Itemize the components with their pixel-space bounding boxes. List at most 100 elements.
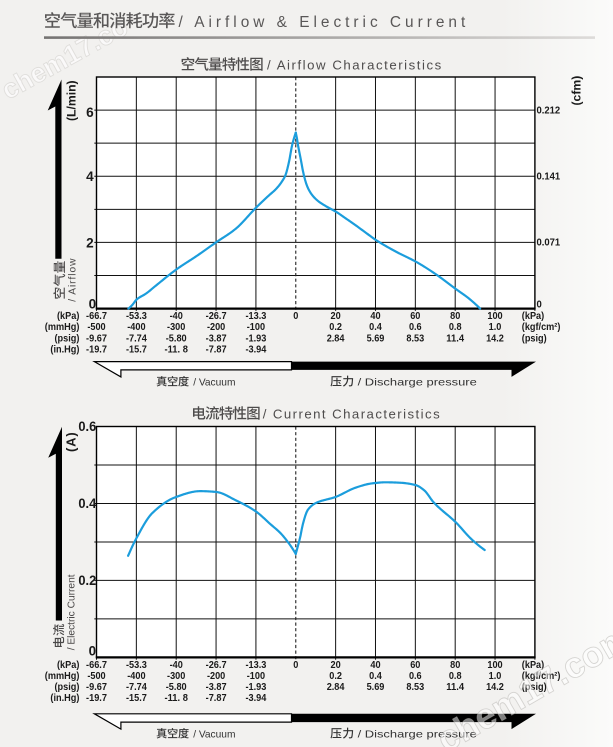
- svg-text:(kgf/cm²): (kgf/cm²): [522, 322, 561, 333]
- svg-text:0.2: 0.2: [78, 573, 96, 588]
- svg-text:0.8: 0.8: [449, 671, 462, 682]
- svg-text:5.69: 5.69: [367, 682, 385, 693]
- svg-text:0.6: 0.6: [409, 671, 422, 682]
- svg-text:-100: -100: [247, 671, 265, 682]
- svg-text:-1.93: -1.93: [245, 333, 266, 344]
- svg-text:-7.74: -7.74: [126, 333, 147, 344]
- svg-text:(kgf/cm²): (kgf/cm²): [522, 671, 561, 682]
- svg-text:/ Airflow: / Airflow: [67, 258, 78, 302]
- svg-text:/ Vacuum: / Vacuum: [193, 378, 235, 389]
- svg-text:-66.7: -66.7: [86, 311, 107, 322]
- svg-text:0.2: 0.2: [329, 671, 342, 682]
- svg-text:-15.7: -15.7: [126, 344, 147, 355]
- svg-text:/ Discharge pressure: / Discharge pressure: [358, 378, 478, 389]
- svg-text:-66.7: -66.7: [86, 660, 107, 671]
- svg-text:(kPa): (kPa): [522, 311, 544, 322]
- svg-text:-9.67: -9.67: [86, 333, 107, 344]
- svg-text:(kPa): (kPa): [57, 311, 79, 322]
- svg-text:80: 80: [450, 660, 460, 671]
- svg-text:60: 60: [410, 311, 420, 322]
- svg-text:(kPa): (kPa): [57, 660, 79, 671]
- svg-text:2.84: 2.84: [327, 682, 345, 693]
- svg-text:14.2: 14.2: [486, 682, 504, 693]
- svg-text:-5.80: -5.80: [166, 682, 187, 693]
- svg-text:-53.3: -53.3: [126, 660, 147, 671]
- svg-text:(psig): (psig): [522, 333, 547, 344]
- svg-text:-5.80: -5.80: [166, 333, 187, 344]
- svg-text:20: 20: [331, 660, 341, 671]
- svg-text:-9.67: -9.67: [86, 682, 107, 693]
- svg-text:6: 6: [86, 105, 94, 120]
- svg-text:/ Airflow & Electric Current: / Airflow & Electric Current: [179, 14, 470, 31]
- svg-text:60: 60: [410, 660, 420, 671]
- svg-text:0.8: 0.8: [449, 322, 462, 333]
- svg-text:(A): (A): [63, 432, 78, 452]
- svg-text:-7.87: -7.87: [206, 344, 227, 355]
- svg-text:-13.3: -13.3: [245, 660, 266, 671]
- svg-text:(cfm): (cfm): [570, 76, 584, 106]
- svg-text:8.53: 8.53: [406, 333, 424, 344]
- svg-text:0.6: 0.6: [409, 322, 422, 333]
- svg-text:(L/min): (L/min): [64, 80, 78, 121]
- svg-text:-500: -500: [87, 671, 105, 682]
- svg-text:40: 40: [370, 660, 380, 671]
- svg-text:-300: -300: [167, 322, 185, 333]
- svg-text:(psig): (psig): [55, 682, 80, 693]
- svg-text:/ Electric Current: / Electric Current: [67, 574, 78, 650]
- svg-text:2: 2: [86, 236, 94, 251]
- svg-text:-3.87: -3.87: [206, 333, 227, 344]
- svg-text:1.0: 1.0: [489, 322, 502, 333]
- svg-text:(kPa): (kPa): [522, 660, 544, 671]
- svg-text:-7.74: -7.74: [126, 682, 147, 693]
- svg-text:(psig): (psig): [522, 682, 547, 693]
- svg-text:-13.3: -13.3: [245, 311, 266, 322]
- svg-text:/ Discharge pressure: / Discharge pressure: [358, 730, 478, 741]
- svg-text:0: 0: [293, 660, 298, 671]
- svg-text:14.2: 14.2: [486, 333, 504, 344]
- svg-text:-40: -40: [170, 311, 183, 322]
- svg-text:0: 0: [89, 296, 97, 311]
- svg-text:-400: -400: [127, 671, 145, 682]
- svg-text:-3.87: -3.87: [206, 682, 227, 693]
- svg-text:-100: -100: [247, 322, 265, 333]
- svg-text:0.4: 0.4: [369, 322, 382, 333]
- svg-text:0.071: 0.071: [537, 238, 561, 249]
- svg-text:-1.93: -1.93: [245, 682, 266, 693]
- svg-text:40: 40: [370, 311, 380, 322]
- svg-text:-3.94: -3.94: [245, 693, 266, 704]
- svg-text:-400: -400: [127, 322, 145, 333]
- svg-text:-26.7: -26.7: [206, 311, 227, 322]
- svg-text:(in.Hg): (in.Hg): [50, 693, 79, 704]
- svg-text:0.212: 0.212: [537, 105, 561, 116]
- svg-text:100: 100: [487, 660, 502, 671]
- svg-text:/ Airflow Characteristics: / Airflow Characteristics: [267, 58, 443, 73]
- svg-text:-26.7: -26.7: [206, 660, 227, 671]
- svg-text:11.4: 11.4: [446, 333, 464, 344]
- svg-text:-40: -40: [170, 660, 183, 671]
- svg-text:0.6: 0.6: [78, 419, 96, 434]
- svg-text:0: 0: [89, 643, 96, 658]
- svg-text:-11. 8: -11. 8: [165, 344, 189, 355]
- svg-text:-200: -200: [207, 322, 225, 333]
- svg-text:/ Vacuum: / Vacuum: [193, 730, 235, 741]
- svg-text:0: 0: [293, 311, 298, 322]
- svg-text:-19.7: -19.7: [86, 693, 107, 704]
- svg-text:-7.87: -7.87: [206, 693, 227, 704]
- svg-text:4: 4: [86, 169, 94, 184]
- svg-text:(mmHg): (mmHg): [45, 671, 80, 682]
- svg-text:8.53: 8.53: [406, 682, 424, 693]
- svg-text:20: 20: [331, 311, 341, 322]
- svg-text:5.69: 5.69: [367, 333, 385, 344]
- svg-text:-500: -500: [87, 322, 105, 333]
- svg-text:-15.7: -15.7: [126, 693, 147, 704]
- svg-text:(psig): (psig): [55, 333, 80, 344]
- svg-text:2.84: 2.84: [327, 333, 345, 344]
- svg-text:100: 100: [487, 311, 502, 322]
- svg-text:-300: -300: [167, 671, 185, 682]
- svg-text:-53.3: -53.3: [126, 311, 147, 322]
- svg-text:-200: -200: [207, 671, 225, 682]
- svg-text:-3.94: -3.94: [245, 344, 266, 355]
- svg-text:11.4: 11.4: [446, 682, 464, 693]
- svg-text:1.0: 1.0: [489, 671, 502, 682]
- svg-text:0: 0: [537, 299, 543, 310]
